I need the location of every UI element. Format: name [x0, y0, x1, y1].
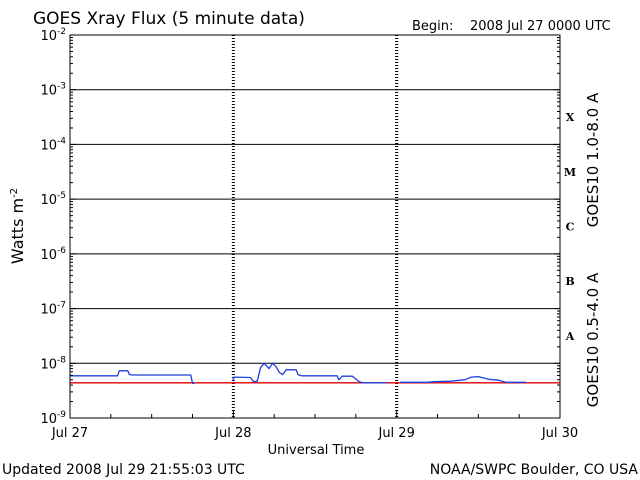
- x-axis-ticks: Jul 27 Jul 28 Jul 29 Jul 30: [51, 410, 578, 441]
- y-axis-label-sup: -2: [9, 188, 20, 198]
- flare-class-labels: X M C B A: [564, 111, 576, 343]
- flare-class-b: B: [565, 275, 574, 288]
- y-tick-label: 10-4: [40, 136, 66, 153]
- begin-value: 2008 Jul 27 0000 UTC: [470, 19, 611, 34]
- y-tick-label: 10-7: [40, 301, 66, 318]
- y-tick-label: 10-6: [40, 246, 66, 263]
- y-tick-label: 10-8: [40, 355, 66, 372]
- x-tick-label: Jul 27: [51, 426, 88, 441]
- x-tick-label: Jul 28: [214, 426, 251, 441]
- series-1-segment-1: [232, 362, 387, 384]
- y-tick-base: 10: [40, 84, 57, 99]
- y-tick-base: 10: [40, 193, 57, 208]
- y-tick-exponent: -7: [57, 301, 66, 311]
- y-tick-exponent: -5: [57, 191, 66, 201]
- y-tick-exponent: -8: [57, 355, 66, 365]
- y-tick-exponent: -3: [57, 82, 66, 92]
- y-tick-exponent: -2: [57, 27, 66, 37]
- series-1-segment-0: [70, 370, 195, 384]
- y-tick-exponent: -6: [57, 246, 66, 256]
- y-tick-exponent: -4: [57, 136, 66, 146]
- y-tick-base: 10: [40, 29, 57, 44]
- y-tick-label: 10-3: [40, 82, 66, 99]
- y-tick-base: 10: [40, 138, 57, 153]
- plot-frame: [69, 34, 561, 419]
- series-1-segment-2: [400, 375, 526, 383]
- flare-class-a: A: [565, 330, 575, 343]
- begin-label: Begin:: [412, 19, 453, 34]
- updated-timestamp: Updated 2008 Jul 29 21:55:03 UTC: [2, 462, 245, 478]
- chart-title: GOES Xray Flux (5 minute data): [33, 9, 305, 29]
- y-axis-label: Watts m-2: [8, 188, 27, 264]
- legend-goes10-short: GOES10 0.5-4.0 A: [584, 272, 602, 407]
- y-axis-ticks: 10-210-310-410-510-610-710-810-9: [40, 27, 560, 427]
- y-tick-base: 10: [40, 303, 57, 318]
- y-tick-label: 10-5: [40, 191, 66, 208]
- legend-goes10-long: GOES10 1.0-8.0 A: [584, 92, 602, 227]
- y-axis-label-text: Watts m: [8, 198, 27, 264]
- x-axis-label: Universal Time: [268, 443, 365, 458]
- x-tick-label: Jul 29: [377, 426, 414, 441]
- decade-grid: [70, 89, 560, 364]
- flare-class-x: X: [566, 111, 575, 124]
- y-tick-label: 10-9: [40, 410, 66, 427]
- day-separator-lines: [231, 35, 399, 418]
- y-tick-base: 10: [40, 248, 57, 263]
- y-tick-base: 10: [40, 357, 57, 372]
- source-credit: NOAA/SWPC Boulder, CO USA: [430, 462, 639, 478]
- x-tick-label: Jul 30: [541, 426, 578, 441]
- y-tick-base: 10: [40, 412, 57, 427]
- flare-class-c: C: [566, 221, 575, 234]
- series-layer: [70, 362, 560, 384]
- y-tick-exponent: -9: [57, 410, 66, 420]
- flare-class-m: M: [564, 166, 576, 179]
- y-tick-label: 10-2: [40, 27, 66, 44]
